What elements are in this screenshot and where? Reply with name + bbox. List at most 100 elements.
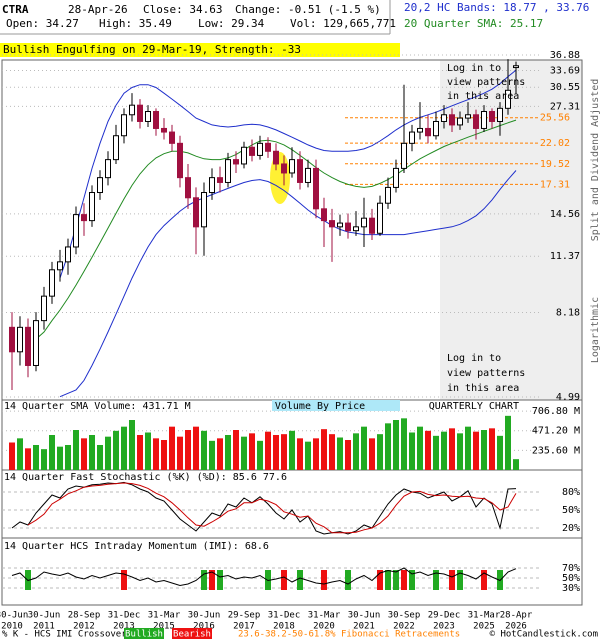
volume-title: 14 Quarter SMA Volume: 431.71 M (4, 401, 191, 412)
volume-bar (369, 438, 375, 470)
bullish-signal (345, 570, 351, 590)
y-tick-label: 30.55 (550, 82, 580, 93)
x-tick-label: 31-Mar (308, 611, 341, 621)
volume-bar (65, 445, 71, 470)
volume-bar (473, 431, 479, 470)
change: Change: -0.51 (-1.5 %) (235, 3, 381, 16)
x-tick-label: 2018 (273, 622, 295, 632)
volume-bar (97, 445, 103, 470)
candle-body (449, 114, 455, 126)
candle-body (401, 142, 407, 169)
candle-body (433, 120, 439, 137)
pattern-box (0, 43, 400, 57)
volume-bar (305, 441, 311, 470)
volume-bar (25, 448, 31, 470)
volume-bar (353, 433, 359, 470)
volume-bar (161, 440, 167, 470)
fib-label: 17.31 (540, 179, 570, 190)
volume-bar (385, 423, 391, 470)
candle-body (25, 326, 31, 366)
bullish-signal (393, 570, 399, 590)
candle-body (81, 214, 87, 222)
volume-bar (481, 430, 487, 470)
candle-body (273, 150, 279, 165)
login-area (440, 60, 582, 400)
volume-bar (201, 430, 207, 470)
volume-bar (489, 428, 495, 470)
volume-bar (329, 434, 335, 470)
x-tick-label: 29-Dec (428, 611, 461, 621)
candle-body (441, 114, 447, 122)
x-tick-label: 2020 (313, 622, 335, 632)
volume-bar (249, 433, 255, 470)
login-note: in this area (447, 91, 519, 102)
volume-bar (361, 426, 367, 470)
login-note: in this area (447, 383, 519, 394)
volume-bar (425, 430, 431, 470)
stochastic-line (11, 481, 517, 535)
x-tick-label: 31-Mar (468, 611, 501, 621)
candle-body (257, 142, 263, 156)
y-tick-label: 4.99 (556, 392, 580, 403)
candle-body (97, 177, 103, 194)
bearish-signal (481, 570, 487, 590)
low: Low: 29.34 (198, 17, 265, 30)
y-tick-label: 33.69 (550, 65, 580, 76)
bearish-signal (121, 570, 127, 590)
y-tick-label: 706.80 M (532, 406, 580, 417)
bullish-swatch (124, 628, 164, 639)
volume-bar (9, 442, 15, 470)
candle-body (217, 177, 223, 183)
volume-bar (313, 438, 319, 470)
x-tick-label: 30-Jun (348, 611, 381, 621)
volume: Vol: 129,665,771 (290, 17, 396, 30)
volume-bar (185, 430, 191, 470)
candle-body (233, 159, 239, 165)
x-tick-label: 2016 (193, 622, 215, 632)
scale-label: Logarithmic (590, 297, 600, 363)
candle-body (353, 226, 359, 232)
bearish-signal (377, 570, 383, 590)
volume-bar (345, 440, 351, 470)
candle-body (297, 159, 303, 183)
volume-bar (105, 436, 111, 470)
high: High: 35.49 (99, 17, 172, 30)
volume-by-price-label-bg (272, 400, 400, 411)
candle-body (185, 177, 191, 199)
y-tick-label: 14.56 (550, 209, 580, 220)
candle-body (505, 89, 511, 109)
date: 28-Apr-26 (68, 3, 128, 16)
y-tick-label: 27.31 (550, 101, 580, 112)
x-tick-label: 30-Sep (388, 611, 421, 621)
volume-bar (217, 438, 223, 470)
symbol: CTRA (2, 3, 29, 16)
candle-body (497, 107, 503, 122)
y-tick-label: 235.60 M (532, 445, 580, 456)
x-tick-label: 2010 (1, 622, 23, 632)
volume-bar (457, 433, 463, 470)
fib-label: 25.56 (540, 113, 570, 124)
volume-bar (441, 431, 447, 470)
x-tick-label: 31-Mar (148, 611, 181, 621)
volume-bar (505, 415, 511, 470)
candle-body (241, 146, 247, 165)
candle-body (377, 202, 383, 234)
copyright: © HotCandlestick.com (490, 630, 598, 640)
candle-body (225, 159, 231, 183)
candle-body (465, 114, 471, 119)
close: Close: 34.63 (143, 3, 222, 16)
x-tick-label: 30-Jun (28, 611, 61, 621)
candle-body (265, 142, 271, 152)
volume-bar (289, 430, 295, 470)
volume-bar (169, 426, 175, 470)
y-tick-label: 50% (562, 505, 580, 516)
candle-body (249, 146, 255, 156)
x-tick-label: 28-Apr (500, 611, 533, 621)
candle-body (289, 159, 295, 174)
volume-bar (17, 438, 23, 470)
volume-bar (209, 440, 215, 470)
candle-body (473, 114, 479, 129)
bearish-swatch (172, 628, 212, 639)
